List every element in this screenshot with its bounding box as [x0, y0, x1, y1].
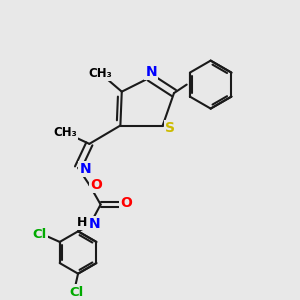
Text: N: N — [146, 65, 157, 79]
Text: CH₃: CH₃ — [53, 126, 77, 139]
Text: O: O — [120, 196, 132, 210]
Text: Cl: Cl — [70, 286, 84, 298]
Text: N: N — [89, 217, 101, 231]
Text: N: N — [79, 162, 91, 176]
Text: S: S — [165, 121, 175, 135]
Text: Cl: Cl — [33, 228, 47, 242]
Text: O: O — [91, 178, 102, 192]
Text: CH₃: CH₃ — [89, 67, 112, 80]
Text: H: H — [77, 216, 88, 230]
